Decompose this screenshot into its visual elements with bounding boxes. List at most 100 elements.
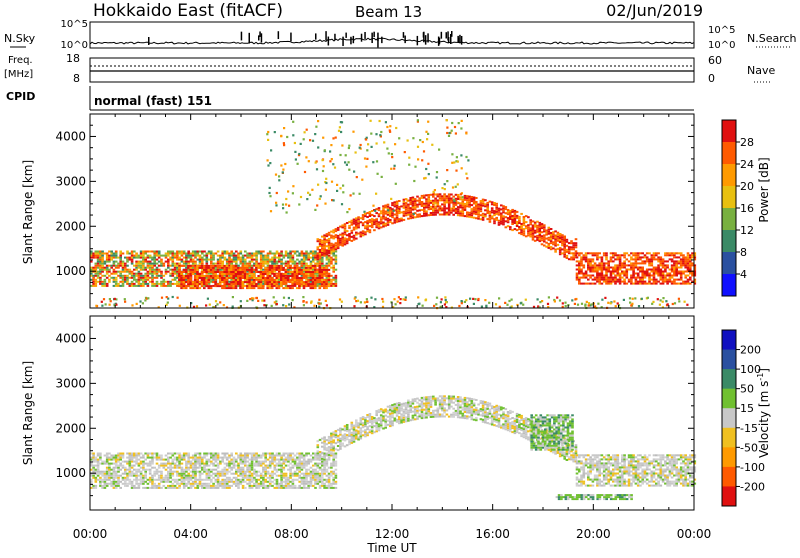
echo-cell — [240, 257, 243, 259]
echo-cell — [405, 214, 408, 216]
echo-cell — [183, 281, 186, 283]
echo-cell — [444, 188, 446, 190]
echo-cell — [589, 260, 592, 262]
echo-cell — [95, 457, 98, 459]
echo-cell — [147, 273, 150, 275]
echo-cell — [158, 457, 161, 459]
echo-cell — [587, 260, 590, 262]
echo-cell — [226, 473, 229, 475]
echo-cell — [673, 275, 676, 277]
echo-cell — [210, 479, 213, 481]
echo-cell — [276, 283, 279, 285]
echo-cell — [339, 242, 342, 244]
echo-cell — [187, 455, 190, 457]
echo-cell — [208, 483, 211, 485]
echo-cell — [273, 296, 275, 298]
echo-cell — [167, 477, 170, 479]
echo-cell — [329, 150, 331, 152]
echo-cell — [276, 303, 278, 305]
echo-cell — [617, 273, 620, 275]
echo-cell — [536, 227, 539, 229]
echo-cell — [104, 463, 107, 465]
noise-spike — [249, 33, 251, 44]
echo-cell — [307, 283, 310, 285]
echo-cell — [212, 487, 215, 489]
echo-cell — [323, 269, 326, 271]
echo-cell — [122, 477, 125, 479]
echo-cell — [262, 265, 265, 267]
echo-cell — [285, 253, 288, 255]
echo-cell — [339, 244, 342, 246]
echo-cell — [632, 269, 635, 271]
echo-cell — [212, 267, 215, 269]
echo-cell — [355, 234, 358, 236]
echo-cell — [520, 223, 523, 225]
echo-cell — [172, 453, 175, 455]
echo-cell — [230, 479, 233, 481]
echo-cell — [239, 269, 242, 271]
echo-cell — [623, 256, 626, 258]
echo-cell — [330, 279, 333, 281]
echo-cell — [232, 296, 234, 298]
echo-cell — [113, 473, 116, 475]
echo-cell — [390, 168, 392, 170]
echo-cell — [312, 273, 315, 275]
echo-cell — [266, 133, 268, 135]
echo-cell — [313, 305, 315, 307]
echo-cell — [684, 283, 687, 285]
echo-cell — [339, 298, 341, 300]
echo-cell — [443, 209, 446, 211]
echo-cell — [99, 459, 102, 461]
echo-cell — [673, 279, 676, 281]
echo-cell — [160, 283, 163, 285]
echo-cell — [554, 249, 557, 251]
echo-cell — [453, 199, 455, 201]
echo-cell — [217, 453, 220, 455]
echo-cell — [287, 263, 290, 265]
echo-cell — [509, 218, 512, 220]
echo-cell — [165, 481, 168, 483]
echo-cell — [163, 265, 166, 267]
echo-cell — [425, 204, 428, 206]
echo-cell — [104, 269, 107, 271]
echo-cell — [172, 479, 175, 481]
echo-cell — [543, 224, 546, 226]
echo-cell — [194, 473, 197, 475]
echo-cell — [418, 197, 421, 199]
echo-cell — [129, 473, 132, 475]
echo-cell — [266, 287, 269, 289]
echo-cell — [210, 287, 213, 289]
echo-cell — [666, 273, 669, 275]
echo-cell — [122, 465, 125, 467]
echo-cell — [495, 219, 498, 221]
echo-cell — [97, 259, 100, 261]
echo-cell — [185, 287, 188, 289]
echo-cell — [138, 465, 141, 467]
echo-cell — [119, 465, 122, 467]
echo-cell — [308, 160, 310, 162]
echo-cell — [682, 273, 685, 275]
echo-cell — [680, 258, 683, 260]
echo-cell — [339, 238, 342, 240]
echo-cell — [226, 287, 229, 289]
echo-cell — [441, 187, 443, 189]
echo-cell — [384, 223, 387, 225]
echo-cell — [115, 471, 118, 473]
echo-cell — [160, 261, 163, 263]
echo-cell — [260, 287, 263, 289]
echo-cell — [129, 459, 132, 461]
echo-cell — [577, 304, 579, 306]
echo-cell — [101, 475, 104, 477]
echo-cell — [167, 285, 170, 287]
echo-cell — [660, 269, 663, 271]
echo-cell — [206, 485, 209, 487]
echo-cell — [122, 265, 125, 267]
echo-cell — [666, 264, 669, 266]
echo-cell — [212, 453, 215, 455]
echo-cell — [589, 269, 592, 271]
echo-cell — [133, 475, 136, 477]
echo-cell — [335, 275, 338, 277]
echo-cell — [653, 281, 656, 283]
echo-cell — [536, 235, 539, 237]
echo-cell — [587, 264, 590, 266]
